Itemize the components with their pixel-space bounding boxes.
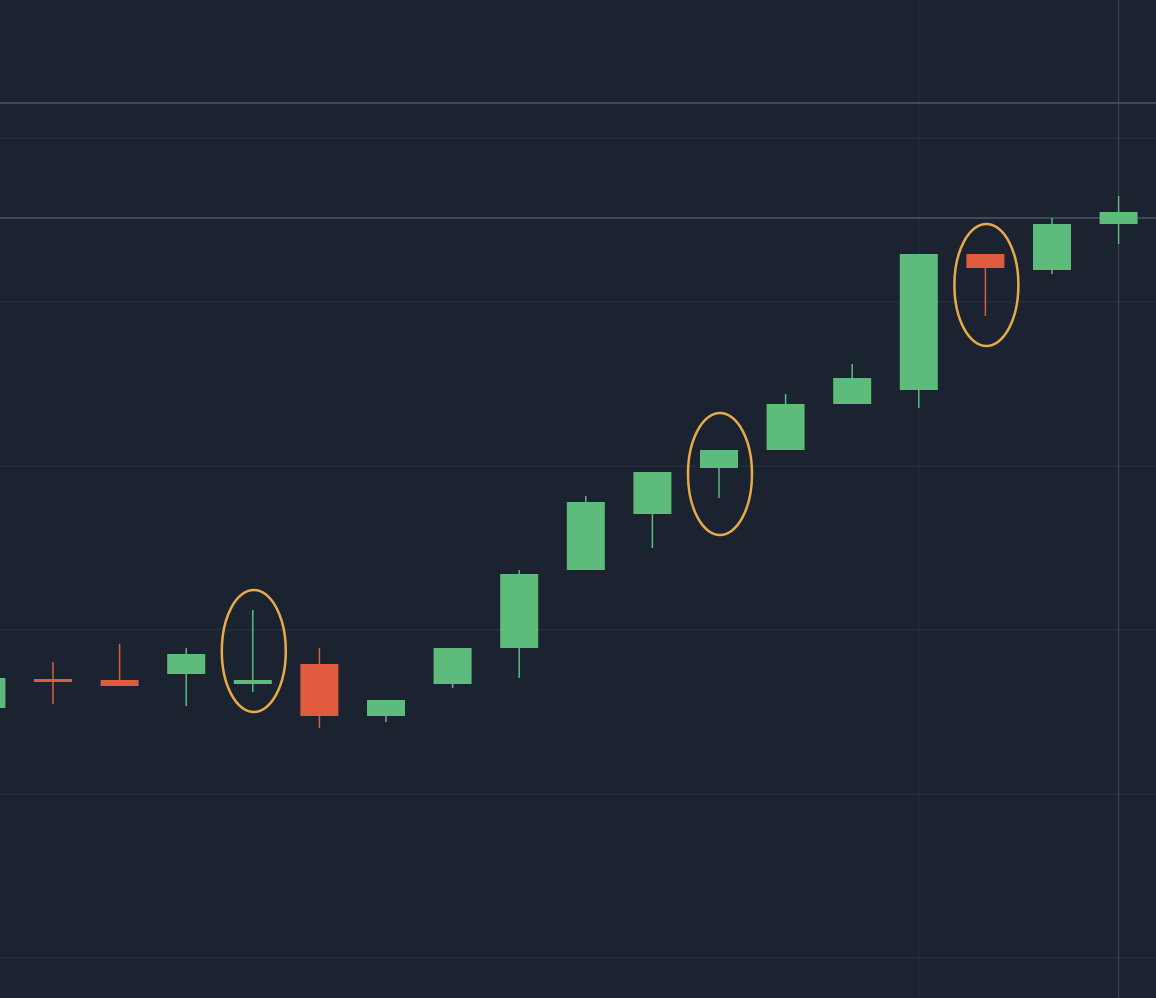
candle-body [100, 680, 139, 686]
highlight-ring [220, 588, 288, 714]
highlight-ring [953, 222, 1020, 348]
candle-body [300, 664, 339, 716]
candle-body [700, 450, 738, 468]
candle-body [367, 700, 405, 716]
candle-body [233, 680, 272, 684]
candle-body [1099, 212, 1138, 224]
candle-body [0, 678, 6, 708]
candle-body [899, 254, 938, 390]
highlight-ring [686, 411, 754, 537]
candle-body [633, 472, 672, 514]
candle-body [1033, 224, 1071, 270]
candle-body [500, 574, 539, 648]
candle-body [433, 648, 472, 684]
candle-body [766, 404, 805, 450]
candle-body [167, 654, 206, 674]
candle-body [566, 502, 605, 570]
candle-body [833, 378, 872, 404]
candle-body [34, 679, 72, 682]
candle-body [966, 254, 1005, 268]
